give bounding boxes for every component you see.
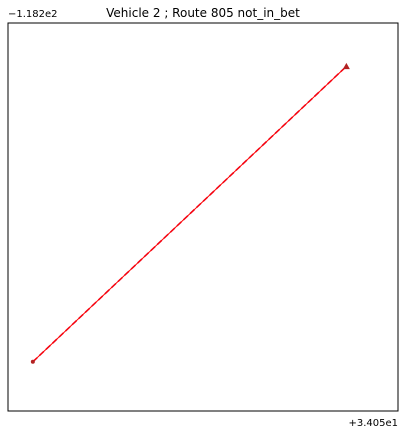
route-end-marker: [342, 62, 350, 70]
plot-layer: [30, 62, 350, 364]
route-start-marker: [30, 359, 35, 364]
plot-frame: [7, 22, 399, 412]
x-offset-label: +3.405e1: [348, 418, 398, 429]
chart-title: Vehicle 2 ; Route 805 not_in_bet: [106, 6, 300, 20]
y-offset-label: −1.182e2: [8, 9, 58, 20]
route-series-2-segment: [32, 65, 347, 363]
